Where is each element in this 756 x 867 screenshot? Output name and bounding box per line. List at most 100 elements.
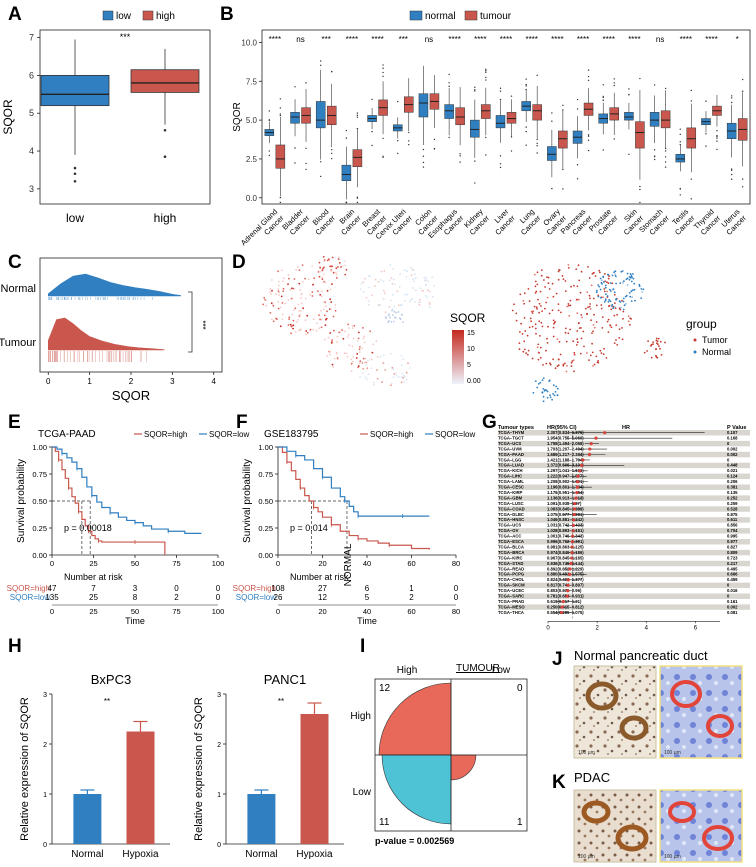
significance-b: ns [425,35,433,44]
umap-point-right-tumor [595,321,598,323]
umap-point-left [391,293,394,296]
forest-row-shade [498,571,750,578]
umap-point-left [403,380,405,383]
umap-point-right-tumor [592,272,595,274]
umap-point-right-tumor [659,340,662,343]
ihc-image-pdac-heatmap [659,789,743,863]
pie-count-tr: 0 [517,683,523,694]
forest-row-ci: 1.176(0.951−1.454) [547,490,584,495]
umap-point-left [301,280,304,283]
umap-point-left [387,321,389,324]
forest-row-p: 0.016 [727,588,738,593]
umap-point-left [277,288,279,290]
forest-row-shade [498,604,750,610]
forest-row-name: TCGA−KIRP [498,490,523,495]
umap-point-right-tumor [603,290,606,293]
umap-point-right-tumor [656,356,659,359]
outlier-b [397,152,399,155]
umap-point-right-tumor [518,342,521,344]
forest-row-p: 0.528 [727,506,738,511]
forest-row-p: 0.081 [727,610,738,615]
risk-table-x-label: 80 [452,607,460,616]
forest-point [568,567,572,571]
forest-row-ci: 0.981(0.863−1.125) [547,544,584,549]
significance-a: *** [120,32,131,42]
km-curve-low [52,446,202,534]
forest-point [573,501,577,506]
forest-row-p: 0.107 [727,430,738,435]
umap-point-left [323,266,325,269]
outlier-b [602,95,604,98]
bar-x-label: Normal [245,849,277,860]
forest-point [580,463,584,467]
outlier-b [485,76,487,79]
umap-point-left [277,284,280,287]
umap-point-right-tumor [547,325,549,328]
umap-point-left [357,331,360,334]
bar-normal [247,794,276,844]
umap-point-left [338,331,341,334]
outlier-b [525,88,527,91]
umap-point-right-tumor [557,303,560,305]
umap-point-left [367,359,370,362]
umap-point-left [393,316,396,319]
umap-point-left [313,277,316,280]
umap-point-right-tumor [616,313,618,316]
umap-point-right-tumor [646,350,648,352]
significance-b: *** [399,35,408,44]
y-tick-label-a: 7 [29,33,34,43]
forest-row-p: 0.611 [727,517,738,522]
outlier-b [331,152,333,155]
umap-point-left [347,323,350,326]
umap-point-left [382,362,385,364]
forest-point [576,474,580,478]
significance-b: **** [500,35,512,44]
forest-row-p: 0.977 [727,539,738,544]
umap-point-right-normal [546,396,549,399]
legend-tick-sqor: 10 [467,346,475,353]
umap-point-left [376,377,379,380]
forest-row-name: TCGA−LIHC [498,474,522,479]
umap-point-right-tumor [586,352,588,354]
outlier-b [305,162,307,165]
umap-point-right-tumor [566,305,569,308]
outlier-b [536,145,538,147]
bar-x-label: Hypoxia [296,849,333,860]
forest-point [571,529,575,533]
risk-table-value: 0 [454,593,459,602]
umap-point-left [320,309,322,312]
box-b-normal [444,104,454,119]
umap-point-right-tumor [659,347,661,350]
umap-point-left [400,375,403,378]
x-tick-label-b: LiverCancer [487,207,517,237]
umap-point-right-tumor [588,277,591,279]
umap-point-left [333,329,335,332]
risk-table-x-label: 20 [318,607,326,616]
outlier-b [525,144,527,146]
umap-point-right-tumor [614,302,616,304]
outlier-b [268,110,271,112]
umap-point-left [376,356,379,358]
umap-point-left [359,376,361,378]
pie-pvalue: p-value = 0.002569 [375,836,454,846]
significance-b: *** [322,35,331,44]
umap-point-right-tumor [541,310,543,312]
forest-point [578,469,582,473]
x-tick-label-b: TestisCancer [667,207,697,237]
umap-point-right-normal [642,288,645,291]
umap-point-right-tumor [555,292,558,295]
umap-point-right-tumor [613,293,616,296]
umap-point-right-tumor [606,320,609,323]
forest-row-p: 0.135 [727,490,738,495]
umap-point-right-tumor [551,309,554,312]
umap-point-left [277,280,280,283]
forest-row-ci: 1.689(1.217−2.334) [547,452,584,457]
umap-point-right-normal [609,300,612,303]
umap-point-right-tumor [536,271,539,274]
umap-point-left [281,302,284,304]
y-axis-label-a: SQOR [1,99,15,135]
umap-point-left [404,269,406,272]
box-b-normal [470,119,480,138]
umap-point-left [331,283,333,285]
umap-point-left [373,383,375,386]
